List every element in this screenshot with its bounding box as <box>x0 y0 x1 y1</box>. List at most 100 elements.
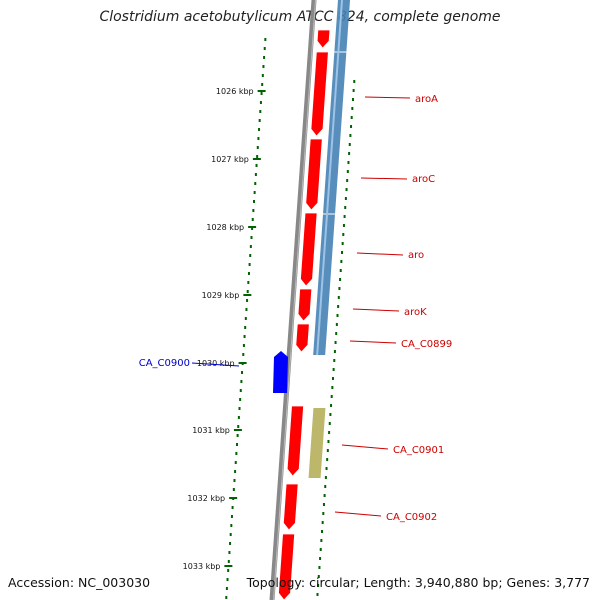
outer-ruler-dot <box>320 539 323 542</box>
outer-ruler-dot <box>327 440 330 443</box>
outer-ruler-dot <box>342 233 345 236</box>
gene-label: CA_C0899 <box>401 339 452 350</box>
outer-ruler-dot <box>340 260 343 263</box>
ruler-ticks-layer: 1026 kbp 1027 kbp 1028 kbp 1029 kbp 1030 kbp… <box>183 87 266 571</box>
ruler-dot <box>262 65 265 68</box>
ruler-dot <box>251 227 254 230</box>
outer-ruler-dot <box>331 377 334 380</box>
outer-ruler-dot <box>328 431 331 434</box>
outer-ruler-dot <box>346 170 349 173</box>
outer-ruler-dot <box>350 116 353 119</box>
accession-text: Accession: NC_003030 <box>8 575 151 590</box>
outer-ruler-dot <box>350 125 353 128</box>
ruler-dot <box>247 281 250 284</box>
ruler-dot <box>264 38 267 41</box>
outer-ruler-dot <box>328 422 331 425</box>
gene-label: CA_C0901 <box>393 445 444 456</box>
ruler-dot <box>244 317 247 320</box>
gene-label-leader <box>191 362 240 367</box>
outer-ruler-dot <box>324 476 327 479</box>
outer-ruler-dot <box>316 593 319 596</box>
gene-label: aroC <box>412 174 435 185</box>
outer-ruler-dot <box>326 458 329 461</box>
ruler-dot <box>258 119 261 122</box>
outer-ruler-dot <box>348 152 351 155</box>
outer-ruler-dot <box>348 143 351 146</box>
ruler-dot <box>235 443 238 446</box>
outer-ruler-dot <box>344 206 347 209</box>
ruler-dot <box>244 326 247 329</box>
ruler-tick-label: 1031 kbp <box>192 426 230 435</box>
backbone-highlight <box>273 0 316 600</box>
ruler-tick-label: 1028 kbp <box>206 223 244 232</box>
ruler-dot <box>241 371 244 374</box>
ruler-dot <box>261 74 264 77</box>
ruler-dot <box>236 434 239 437</box>
ruler-dot <box>259 110 262 113</box>
gene-label: aro <box>408 250 424 261</box>
ruler-dot <box>258 128 261 131</box>
ruler-dot <box>251 218 254 221</box>
gene-label-leader <box>356 252 404 256</box>
outer-ruler-dot <box>321 521 324 524</box>
ruler-tick-label: 1029 kbp <box>202 291 240 300</box>
outer-ruler-dot <box>352 89 355 92</box>
outer-ruler-dot <box>333 350 336 353</box>
ruler-dot <box>228 551 231 554</box>
outer-ruler-dot <box>323 494 326 497</box>
outer-ruler-dot <box>336 314 339 317</box>
ruler-dot <box>239 389 242 392</box>
ruler-tick-label: 1033 kbp <box>183 562 221 571</box>
ruler-tick-label: 1026 kbp <box>216 87 254 96</box>
outer-ruler-dot <box>341 242 344 245</box>
outer-ruler-dot <box>339 269 342 272</box>
gene-label-leader <box>364 96 411 99</box>
khaki-similarity-bar <box>308 408 326 478</box>
ruler-dot <box>242 353 245 356</box>
ruler-dot <box>225 596 228 599</box>
forward-gene-arrow <box>295 323 310 353</box>
outer-ruler-dot <box>338 287 341 290</box>
ruler-dot <box>253 191 256 194</box>
outer-ruler-dot <box>335 323 338 326</box>
outer-ruler-dot <box>319 548 322 551</box>
ruler-dot <box>246 290 249 293</box>
ruler-dot <box>239 398 242 401</box>
outer-ruler-dot <box>329 413 332 416</box>
outer-ruler-dot <box>334 341 337 344</box>
outer-ruler-dot <box>319 557 322 560</box>
gene-label-leader <box>349 340 397 344</box>
ruler-dot <box>260 92 263 95</box>
outer-ruler-dot <box>344 197 347 200</box>
outer-ruler-dot <box>347 161 350 164</box>
feature-track-layer <box>273 0 350 600</box>
ruler-dot <box>240 380 243 383</box>
gene-label-leader <box>360 177 408 180</box>
ruler-dot <box>227 569 230 572</box>
outer-ruler-dot <box>317 584 320 587</box>
ruler-dot <box>238 407 241 410</box>
outer-ruler-dot <box>349 134 352 137</box>
ruler-dot <box>250 236 253 239</box>
outer-ruler-dot <box>324 485 327 488</box>
backbone-layer <box>269 0 317 600</box>
forward-gene-arrow <box>316 29 331 49</box>
gene-labels-layer: aroA aroC aro aroK CA_C0899 CA_C0900 CA_C0901 C… <box>139 94 453 523</box>
ruler-dot <box>256 155 259 158</box>
outer-ruler-dot <box>353 80 356 83</box>
outer-ruler-dot <box>341 251 344 254</box>
ruler-dot <box>247 272 250 275</box>
backbone-line <box>269 0 317 600</box>
ruler-dot <box>261 83 264 86</box>
reverse-gene-arrow <box>273 351 288 393</box>
ruler-dot <box>233 479 236 482</box>
ruler-dot <box>237 425 240 428</box>
outer-ruler-dot <box>325 467 328 470</box>
ruler-dot <box>230 524 233 527</box>
outer-ruler-dot <box>326 449 329 452</box>
ruler-dot <box>232 488 235 491</box>
gene-label-leader <box>341 444 389 450</box>
ruler-dot <box>254 173 257 176</box>
ruler-dots-layer <box>225 38 356 599</box>
